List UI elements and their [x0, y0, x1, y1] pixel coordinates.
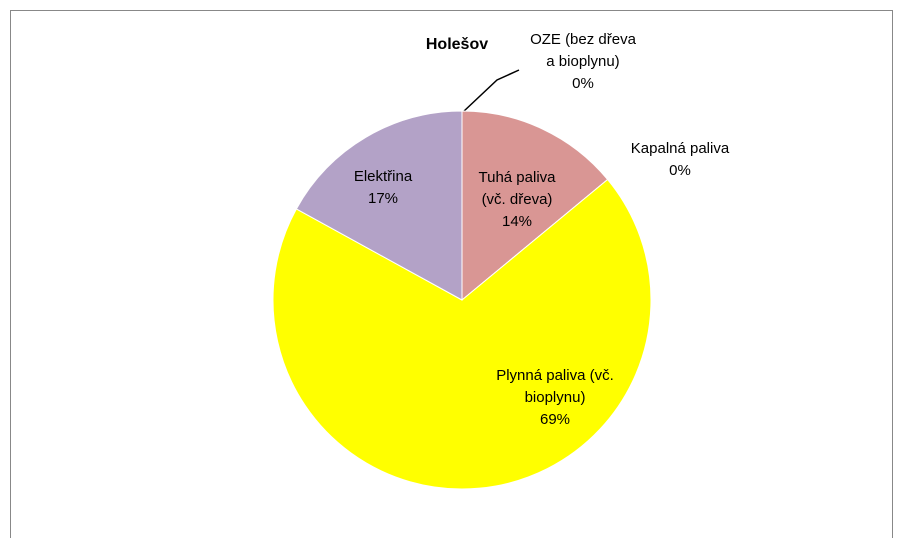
- data-label: Tuhá paliva (vč. dřeva) 14%: [465, 167, 570, 233]
- data-label: Elektřina 17%: [333, 166, 433, 210]
- data-label: Kapalná paliva 0%: [600, 138, 760, 182]
- pie-slice: [461, 110, 609, 302]
- slice-value: 0%: [572, 75, 594, 92]
- chart-title: Holešov: [425, 36, 489, 53]
- slice-value: 69%: [539, 411, 571, 428]
- data-label: Plynná paliva (vč. bioplynu) 69%: [483, 365, 628, 431]
- pie-slice: [295, 110, 463, 301]
- data-label: OZE (bez dřeva a bioplynu) 0%: [524, 29, 642, 95]
- slice-name: Elektřina: [353, 168, 413, 185]
- slice-name: Tuhá paliva (vč. dřeva): [478, 169, 556, 208]
- slice-value: 0%: [669, 162, 691, 179]
- slice-value: 17%: [367, 190, 399, 207]
- leader-line: [462, 69, 520, 113]
- slice-name: OZE (bez dřeva a bioplynu): [530, 31, 636, 70]
- slice-name: Plynná paliva (vč. bioplynu): [496, 367, 614, 406]
- slice-value: 14%: [501, 213, 533, 230]
- pie-slice: [272, 178, 652, 490]
- slice-name: Kapalná paliva: [630, 140, 730, 157]
